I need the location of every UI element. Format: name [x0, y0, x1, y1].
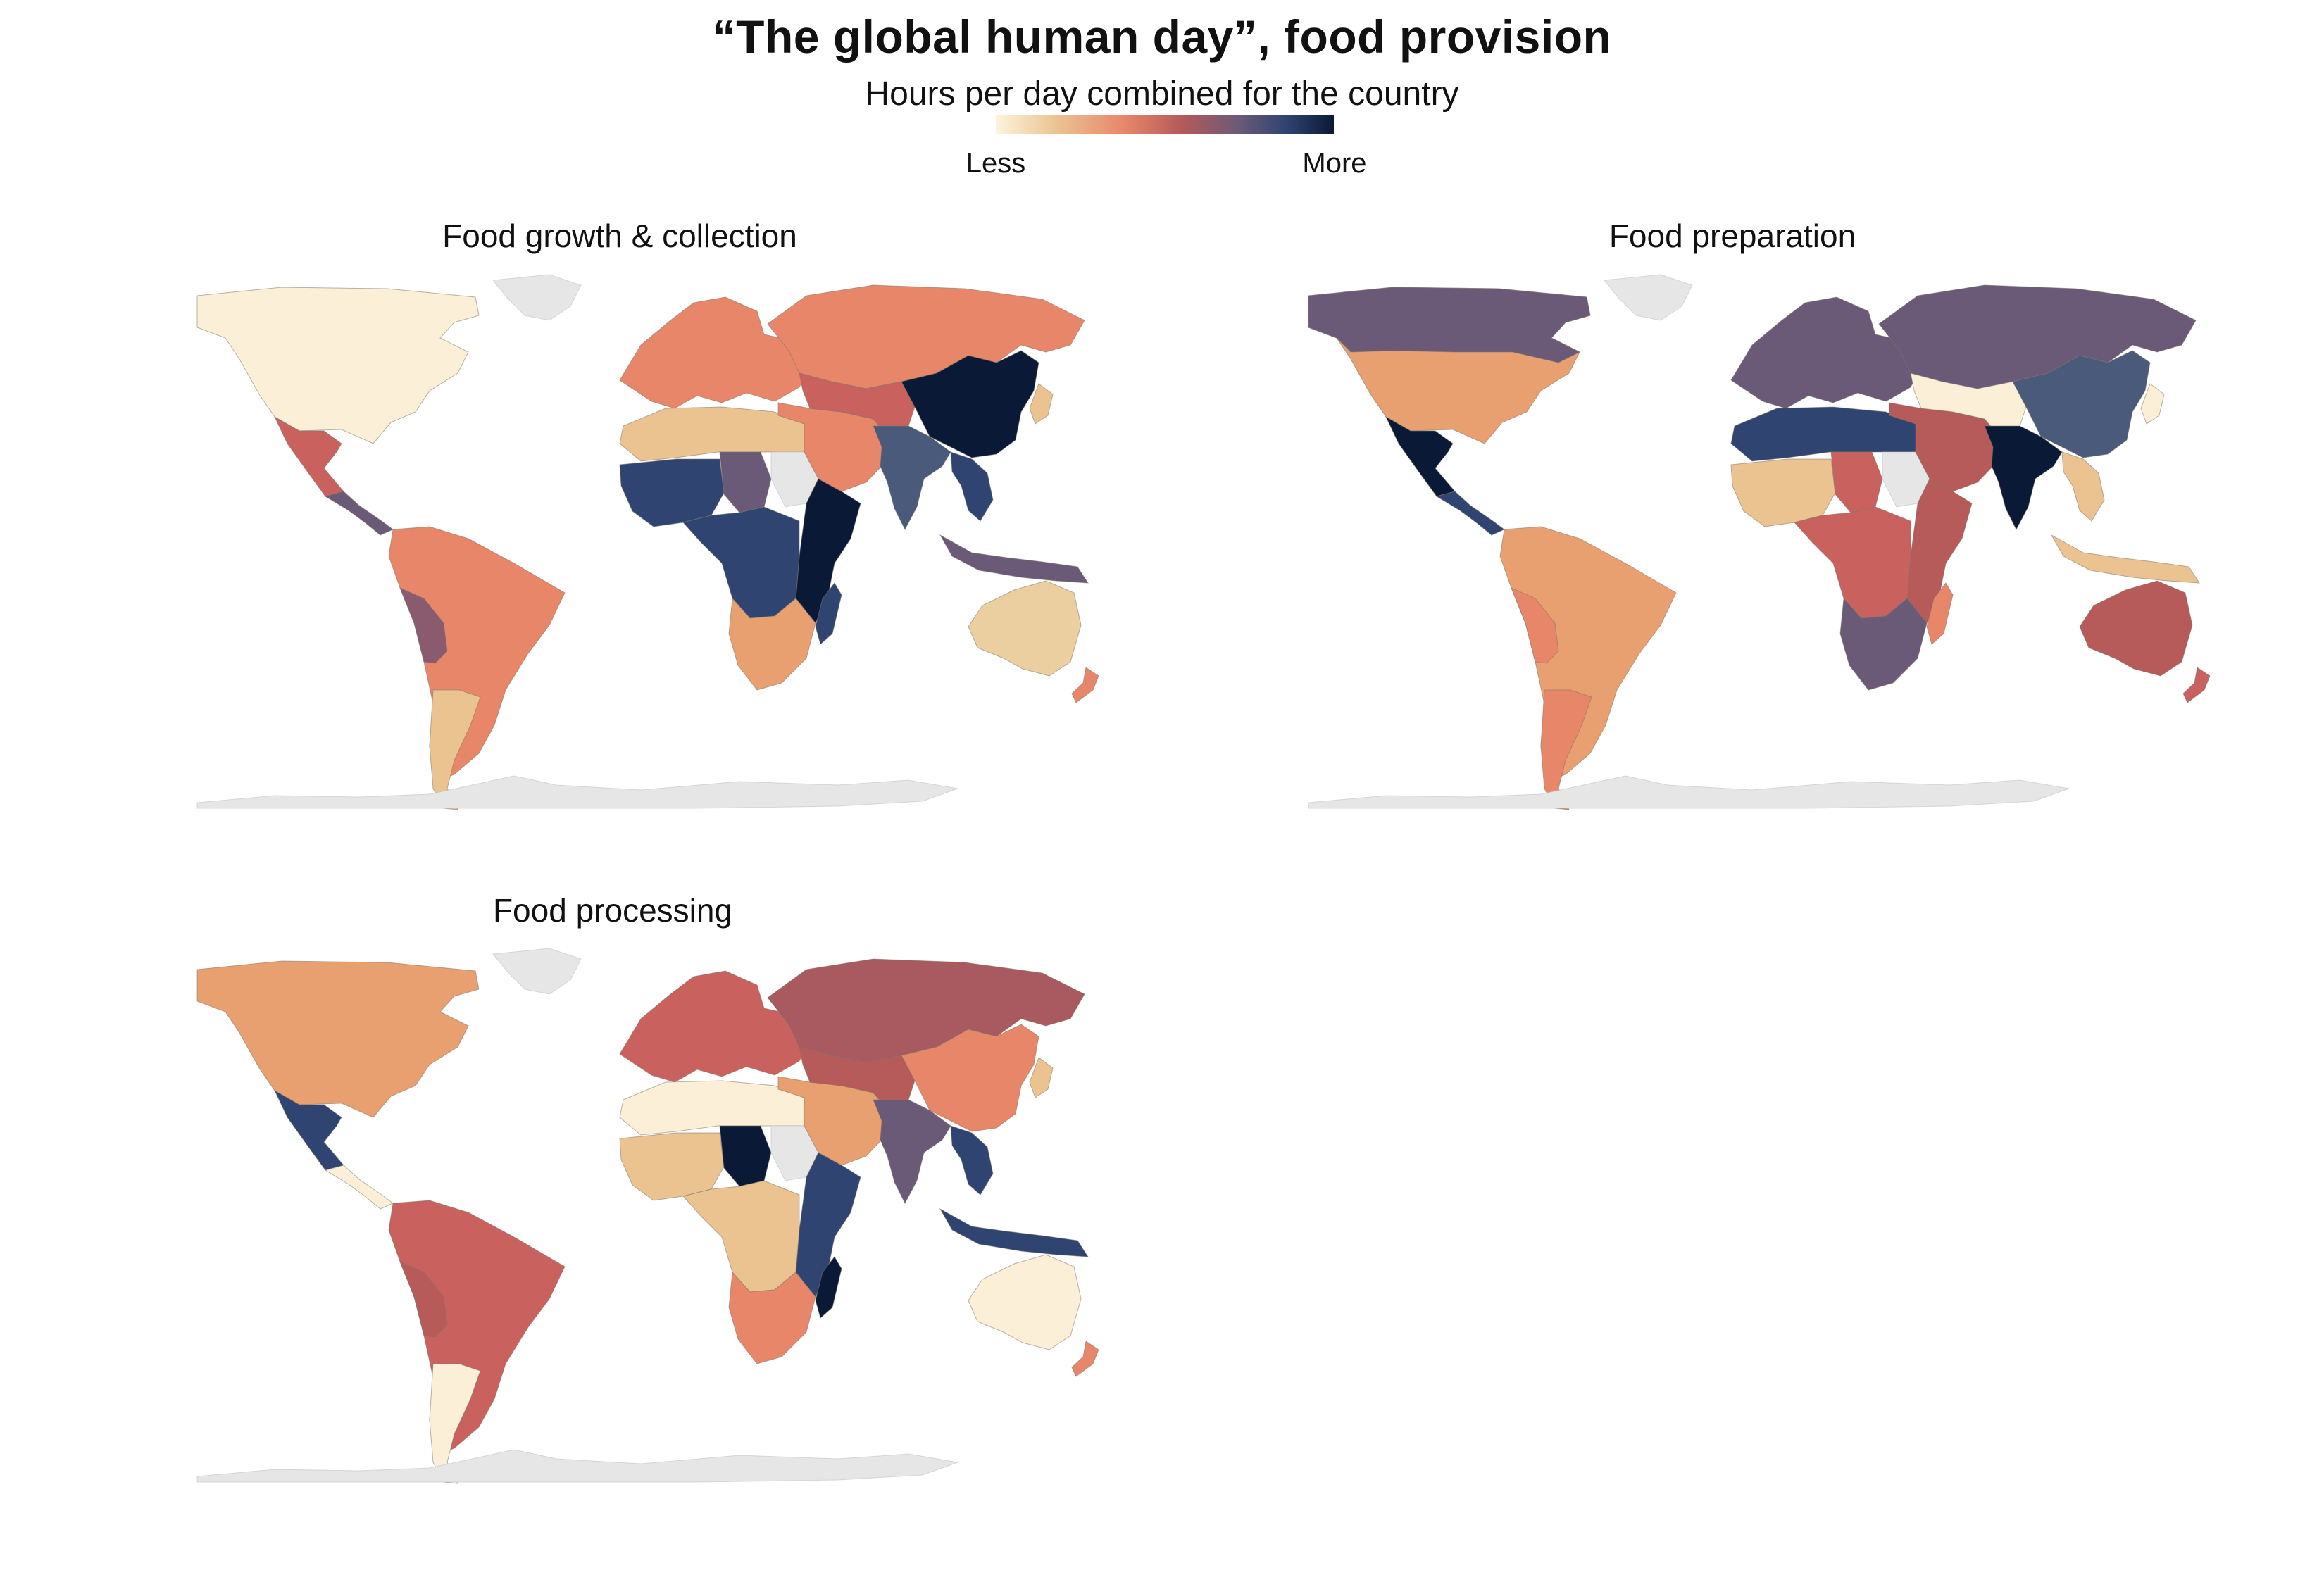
- legend-high-label: More: [1302, 148, 1367, 179]
- region-madagascar: [1926, 582, 1954, 645]
- region-new-zealand: [2182, 667, 2211, 703]
- legend-subtitle: Hours per day combined for the country: [865, 75, 1459, 113]
- region-australia: [2079, 580, 2193, 677]
- region-japan: [1029, 1057, 1054, 1098]
- region-central-america: [1435, 491, 1505, 536]
- region-south-america: [388, 526, 566, 782]
- region-japan: [1029, 383, 1054, 425]
- region-madagascar: [815, 1256, 842, 1319]
- region-greenland: [492, 948, 582, 995]
- panel-title-growth: Food growth & collection: [442, 218, 797, 254]
- region-indonesia: [939, 1207, 1089, 1257]
- map-food-processing: [196, 948, 1099, 1484]
- region-central-africa: [682, 506, 800, 619]
- region-indonesia: [2050, 534, 2200, 584]
- region-central-africa: [1794, 506, 1911, 619]
- region-andes: [399, 587, 448, 664]
- chart-title: “The global human day”, food provision: [712, 11, 1612, 63]
- region-southeast-asia: [2061, 451, 2105, 522]
- region-southeast-asia: [950, 1125, 994, 1196]
- legend-low-label: Less: [966, 148, 1026, 179]
- region-southern-cone: [429, 689, 481, 810]
- region-southern-africa: [728, 597, 816, 691]
- region-japan: [2140, 383, 2165, 425]
- region-sahel: [719, 1125, 772, 1187]
- region-madagascar: [815, 582, 842, 645]
- region-andes: [1511, 587, 1559, 664]
- region-antarctica: [196, 1449, 959, 1483]
- map-food-preparation: [1308, 274, 2211, 810]
- region-mexico: [273, 1089, 344, 1171]
- panel-title-preparation: Food preparation: [1608, 218, 1856, 254]
- region-central-america: [324, 491, 394, 536]
- region-sahel: [719, 451, 772, 513]
- region-southern-cone: [1540, 689, 1592, 810]
- region-southern-cone: [429, 1363, 481, 1484]
- region-india: [873, 425, 951, 531]
- panel-title-processing: Food processing: [492, 892, 733, 929]
- region-australia: [968, 580, 1082, 677]
- region-greenland: [1604, 274, 1693, 321]
- region-south-america: [388, 1200, 566, 1456]
- region-india: [1984, 425, 2063, 531]
- region-sahel: [1830, 451, 1883, 513]
- region-antarctica: [196, 775, 959, 809]
- region-indonesia: [939, 534, 1089, 584]
- region-southern-africa: [1839, 597, 1928, 691]
- region-india: [873, 1099, 951, 1205]
- region-china: [2012, 350, 2151, 458]
- region-china: [901, 350, 1039, 458]
- region-new-zealand: [1071, 1341, 1099, 1377]
- region-north-america: [196, 287, 480, 444]
- region-china: [901, 1024, 1039, 1132]
- region-australia: [968, 1254, 1082, 1350]
- region-mexico: [1385, 415, 1456, 497]
- region-central-america: [324, 1165, 394, 1210]
- region-mexico: [273, 415, 344, 497]
- region-south-america: [1499, 526, 1677, 782]
- legend-colorbar: [996, 115, 1334, 134]
- region-north-america: [196, 960, 480, 1118]
- map-food-growth: [196, 274, 1099, 810]
- region-andes: [399, 1261, 448, 1338]
- region-southern-africa: [728, 1271, 816, 1364]
- region-antarctica: [1308, 775, 2070, 809]
- region-central-africa: [682, 1180, 800, 1293]
- region-greenland: [492, 274, 582, 321]
- region-canada: [1308, 287, 1591, 363]
- region-new-zealand: [1071, 667, 1099, 703]
- region-southeast-asia: [950, 451, 994, 522]
